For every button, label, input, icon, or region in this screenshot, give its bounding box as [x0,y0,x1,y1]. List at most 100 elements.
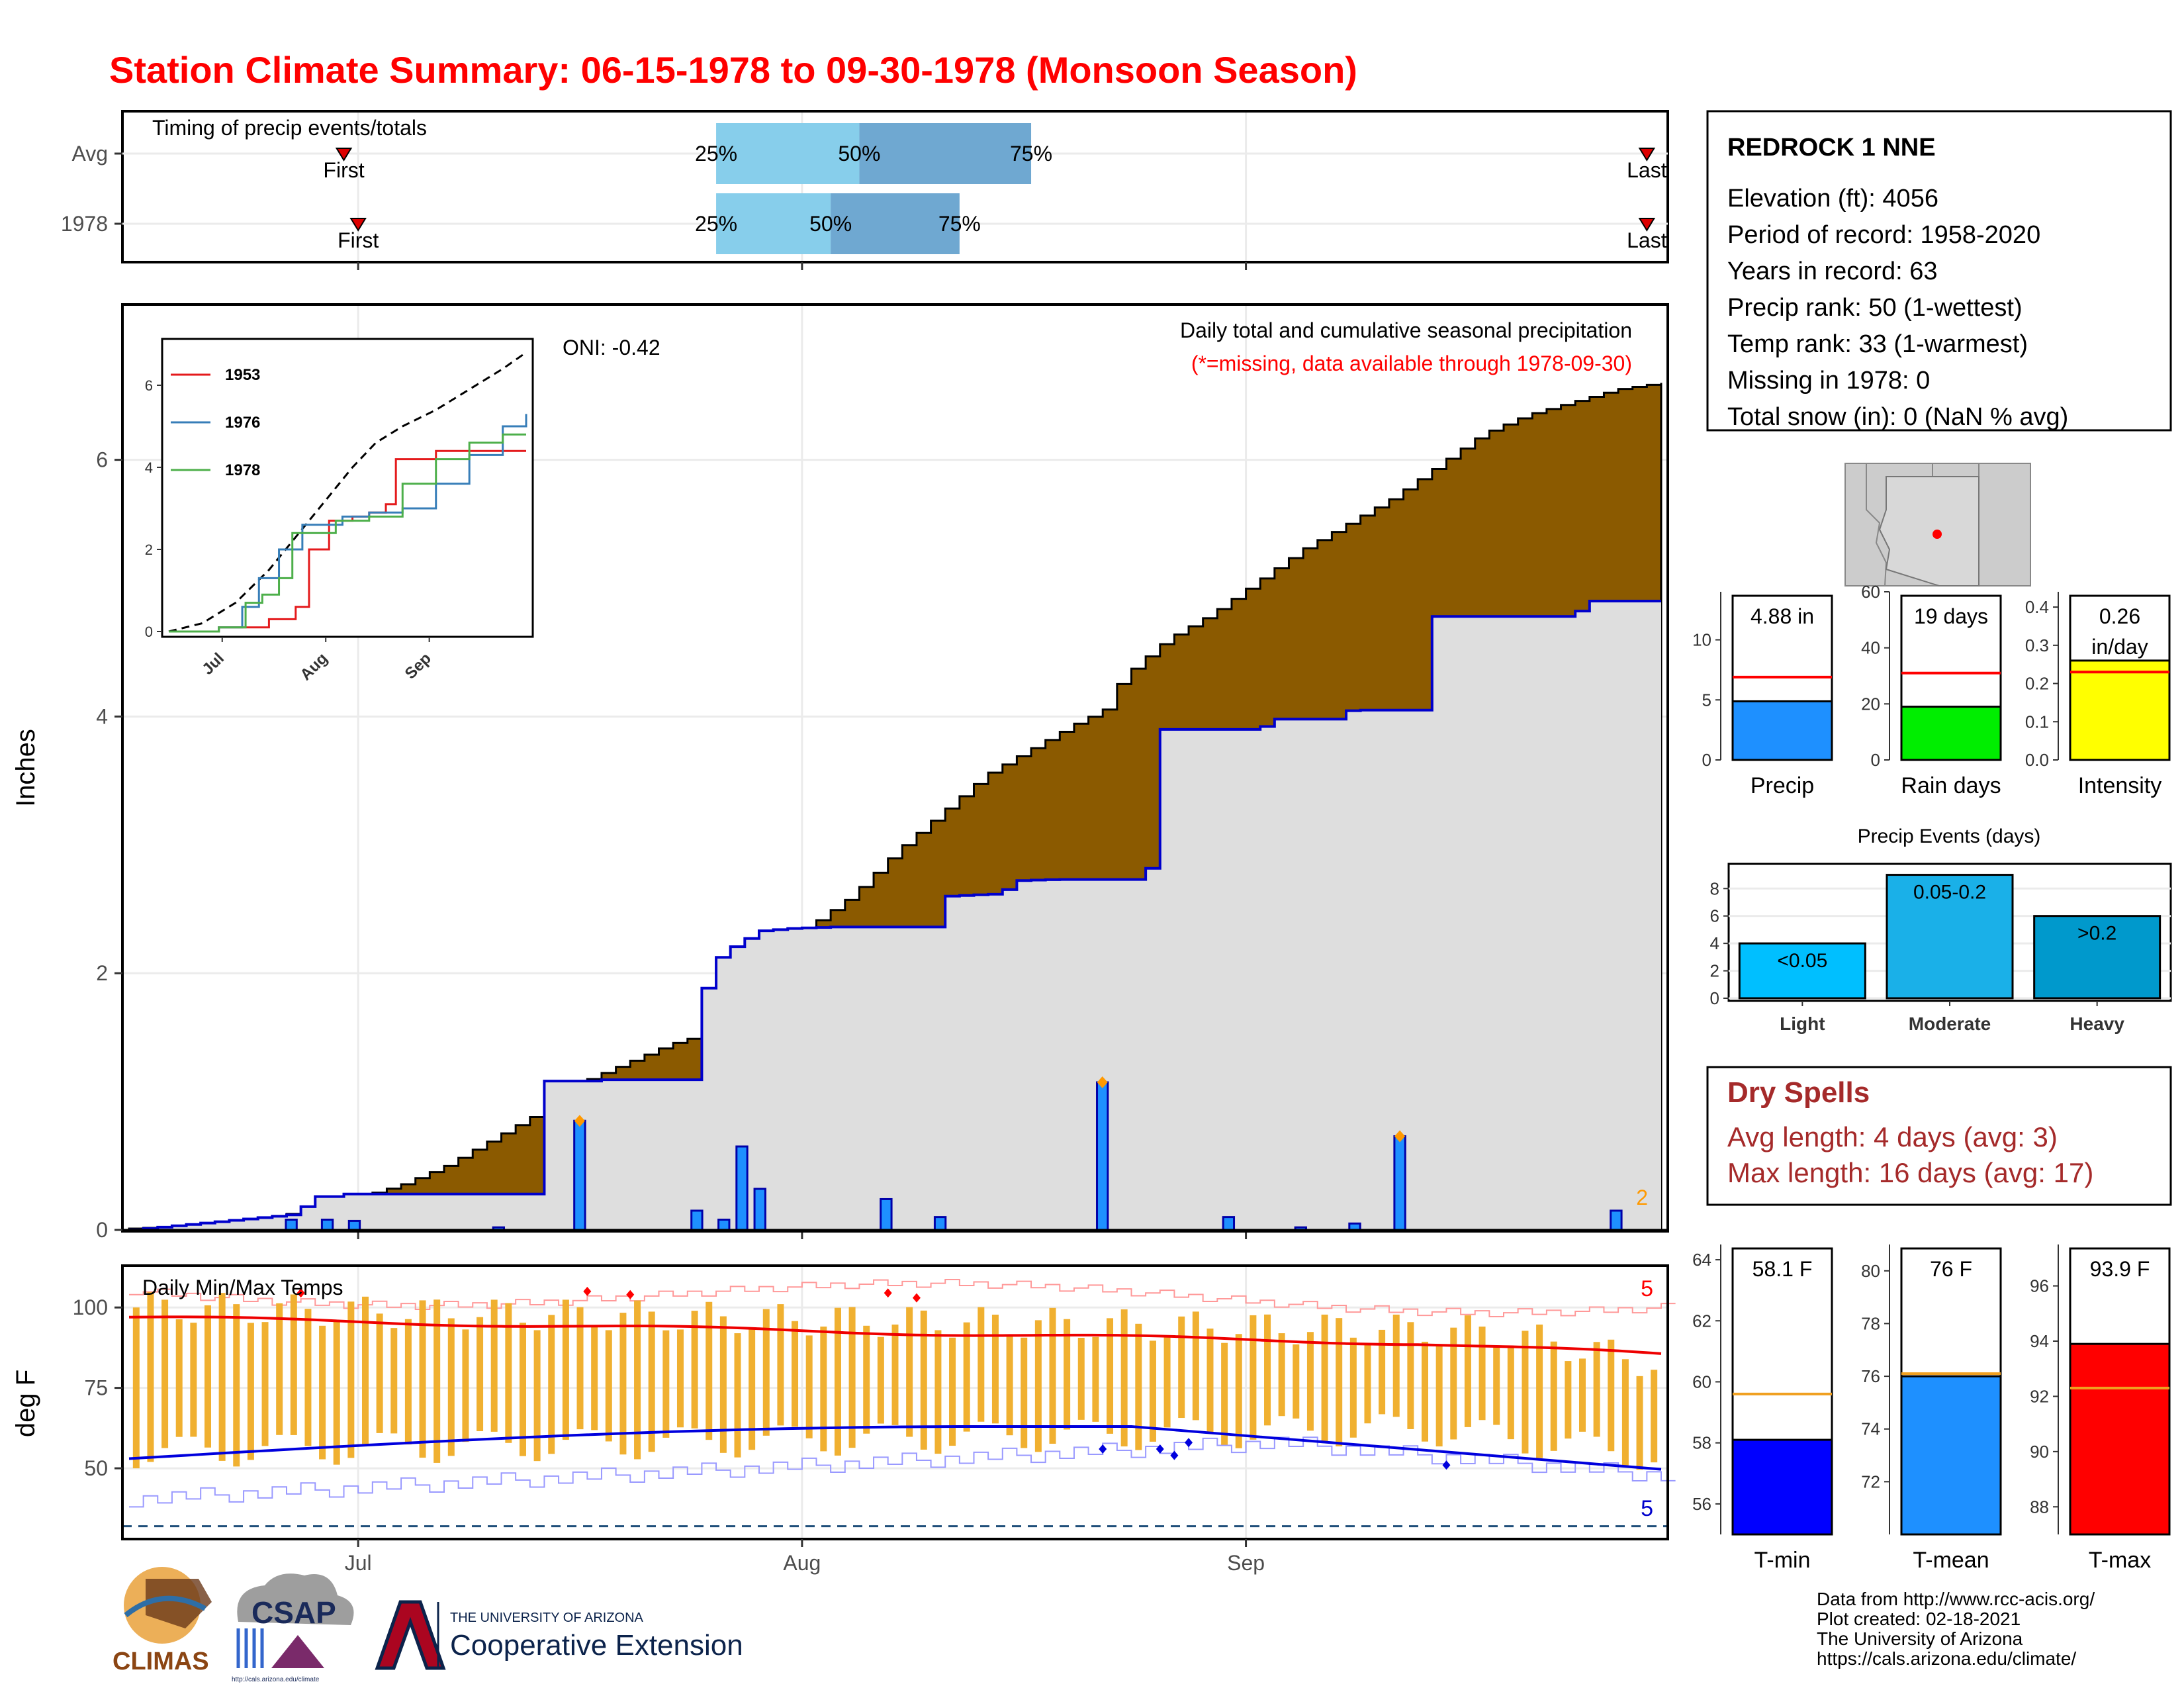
mini-bar-value [1731,1438,1833,1536]
precip-annotation: Daily total and cumulative seasonal prec… [1180,318,1632,342]
daily-temp-bar [1507,1346,1514,1440]
daily-temp-bar [462,1329,469,1442]
temp-ytick-label: 100 [73,1295,108,1319]
daily-temp-bar [805,1335,813,1438]
mini-bar-ytick: 5 [1702,690,1711,710]
locator-map [1844,463,2031,587]
timing-pct-label: 50% [838,142,880,165]
mini-bar-ytick: 0.2 [2025,674,2049,694]
daily-precip-bar [880,1197,893,1231]
daily-temp-bar [662,1330,670,1438]
climas-logo: CLIMAS [113,1567,212,1675]
station-name: REDROCK 1 NNE [1727,134,1936,162]
timing-pct-label: 50% [809,212,852,236]
daily-temp-bar [1336,1318,1343,1446]
daily-temp-bar [261,1322,269,1446]
timing-bar-50-75 [859,123,1032,184]
mini-bar-intensity: 0.0 0.1 0.2 0.3 0.4 0.26 in/day Intensity [2025,592,2171,798]
mini-bar-ytick: 88 [2030,1497,2049,1517]
daily-temp-bar [1278,1333,1285,1417]
mini-bar-ytick: 20 [1861,694,1880,714]
events-ytick: 2 [1710,961,1719,981]
ua-big-text: Cooperative Extension [450,1629,743,1662]
csap-url: http://cals.arizona.edu/climate [232,1676,320,1683]
mini-bar-value-text: in/day [2091,635,2148,659]
mini-bar-ytick: 58 [1692,1433,1711,1453]
temp-title: Daily Min/Max Temps [142,1276,343,1299]
mini-bar-label: Intensity [2078,773,2162,798]
daily-temp-bar [1550,1341,1557,1451]
record-high-line [129,1278,1676,1317]
daily-temp-bar [676,1329,684,1428]
corner-count: 2 [1636,1186,1648,1209]
daily-temp-bar [447,1318,455,1456]
daily-precip-bar [1393,1135,1406,1231]
daily-temp-bar [347,1301,355,1458]
timing-pct-label: 75% [938,212,981,236]
mini-bar-ytick: 90 [2030,1442,2049,1462]
daily-temp-bar [792,1321,799,1427]
mini-bar-value [2069,659,2171,761]
mini-bar-value-text: 76 F [1930,1257,1972,1281]
daily-precip-bar [285,1218,298,1231]
mini-bar-ytick: 0 [1702,750,1711,770]
mini-bar-t-mean: 72 74 76 78 80 76 F T-mean [1861,1244,2002,1573]
timing-first-label: First [338,228,379,252]
daily-temp-bar [390,1328,398,1434]
daily-temp-bar [304,1309,312,1446]
station-info-line: Temp rank: 33 (1-warmest) [1727,330,2028,358]
daily-temp-bar [1221,1342,1228,1445]
daily-precip-bar [573,1119,586,1231]
timing-pct-label: 75% [1010,142,1052,165]
daily-temp-bar [1593,1342,1600,1437]
mini-bar-value-text: 0.26 [2099,604,2140,628]
timing-first-marker [349,218,367,232]
daily-temp-bar [634,1300,641,1460]
station-frame [1706,110,2172,432]
events-ytick: 0 [1710,988,1719,1008]
daily-temp-bar [934,1330,942,1454]
mini-bar-ytick: 40 [1861,638,1880,658]
daily-temp-bar [1450,1327,1457,1440]
timing-panel: Timing of precip events/totals Avg 25% 50%… [61,110,1669,270]
precip-ytick-label: 6 [96,448,108,472]
daily-temp-bar [1364,1344,1371,1424]
inset-ytick-label: 2 [145,541,153,558]
daily-temp-bar [1651,1370,1658,1463]
daily-temp-bar [1407,1322,1414,1429]
precip-ytick-label: 0 [96,1218,108,1242]
daily-temp-bar [161,1299,169,1448]
timing-bar-25-50 [716,193,831,254]
daily-precip-bar [320,1218,334,1231]
daily-temp-bar [1178,1316,1185,1419]
daily-temp-bar [276,1303,283,1435]
events-bar-label: 0.05-0.2 [1913,882,1986,904]
station-info-line: Missing in 1978: 0 [1727,367,1930,395]
daily-precip-bar [690,1209,704,1231]
daily-temp-bar [1621,1359,1629,1466]
daily-precip-bar [1222,1216,1236,1231]
month-tick-label: Jul [345,1551,372,1575]
daily-temp-bar [319,1325,326,1460]
daily-temp-bar [1349,1337,1357,1438]
station-info-line: Precip rank: 50 (1-wettest) [1727,294,2023,322]
daily-temp-bar [361,1296,369,1444]
precip-panel: Daily total and cumulative seasonal prec… [11,303,1669,1242]
timing-first-marker [335,148,353,162]
daily-temp-bar [1092,1336,1099,1422]
daily-temp-bar [719,1316,727,1453]
daily-temp-bar [1250,1315,1257,1440]
month-tick-label: Aug [783,1551,821,1575]
record-low-marker [1185,1438,1193,1448]
inset-legend-label: 1976 [225,414,260,432]
timing-last-marker [1638,148,1656,162]
daily-temp-bar [190,1323,197,1437]
daily-precip-max-marker [1097,1076,1108,1089]
mini-bar-ytick: 0.4 [2025,597,2049,617]
footer-credits: Data from http://www.rcc-acis.org/ Plot … [1817,1589,2095,1669]
mini-bar-value-text: 58.1 F [1752,1257,1813,1281]
daily-temp-bar [877,1336,884,1424]
mini-bar-ytick: 64 [1692,1250,1711,1270]
inset-average-line [168,352,527,633]
daily-temp-bar [863,1325,870,1434]
